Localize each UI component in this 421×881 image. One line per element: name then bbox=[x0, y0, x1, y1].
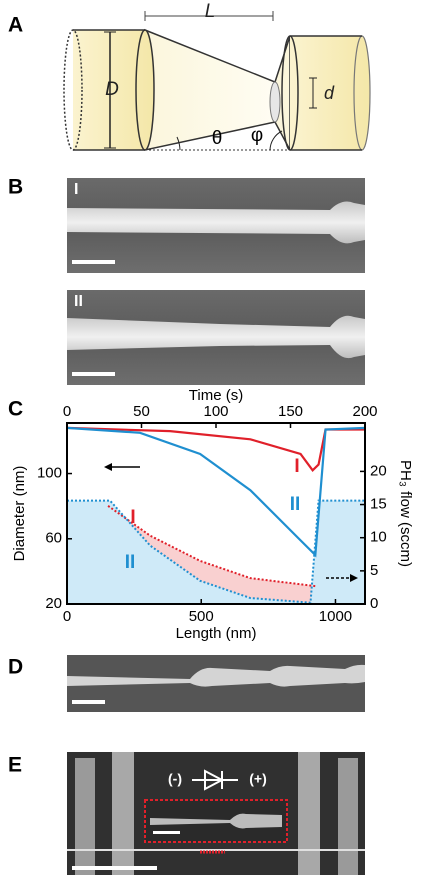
series-line bbox=[67, 499, 366, 604]
electrode bbox=[75, 758, 95, 875]
panel-label: B bbox=[8, 176, 23, 199]
y2-tick-label: 0 bbox=[370, 595, 378, 612]
scale-bar bbox=[153, 831, 180, 834]
x2-tick-label: 50 bbox=[133, 403, 150, 420]
theta-label: θ bbox=[212, 128, 223, 149]
scale-bar bbox=[72, 372, 115, 376]
image-label: II bbox=[74, 293, 83, 310]
y2-tick-label: 20 bbox=[370, 462, 387, 479]
diameter-label: D bbox=[105, 79, 119, 100]
arrowhead bbox=[350, 574, 358, 582]
x2-tick-label: 100 bbox=[203, 403, 228, 420]
scale-bar bbox=[72, 260, 115, 264]
x2-tick-label: 150 bbox=[278, 403, 303, 420]
electrode bbox=[338, 758, 358, 875]
y2-tick-label: 5 bbox=[370, 562, 378, 579]
length-label: L bbox=[205, 1, 216, 22]
cylinder-right bbox=[290, 36, 370, 150]
nanowire bbox=[67, 664, 365, 687]
scale-bar bbox=[72, 700, 105, 704]
series-annotation: II bbox=[290, 494, 301, 515]
x-tick-label: 500 bbox=[189, 608, 214, 625]
series-annotation: II bbox=[125, 552, 136, 573]
x-tick-label: 1000 bbox=[319, 608, 352, 625]
angle-arc bbox=[269, 130, 283, 151]
series-line bbox=[66, 426, 366, 558]
diode-minus: (-) bbox=[168, 771, 182, 787]
inset-wire bbox=[150, 813, 282, 829]
y-axis-label: Diameter (nm) bbox=[11, 466, 28, 562]
diode-plus: (+) bbox=[249, 771, 267, 787]
x2-tick-label: 0 bbox=[63, 403, 71, 420]
diode-symbol bbox=[192, 769, 238, 791]
nanowire bbox=[67, 315, 365, 359]
panel-label: E bbox=[8, 754, 22, 777]
electrode bbox=[112, 752, 134, 875]
x-tick-label: 0 bbox=[63, 608, 71, 625]
area-fill bbox=[67, 500, 366, 604]
arrowhead bbox=[104, 463, 112, 471]
junction bbox=[269, 81, 281, 123]
image-label: I bbox=[74, 181, 78, 198]
y2-axis-label: PH₃ flow (sccm) bbox=[397, 460, 414, 567]
x2-axis-label: Time (s) bbox=[189, 387, 243, 404]
phi-label: φ bbox=[251, 125, 263, 146]
series-annotation: I bbox=[130, 507, 135, 528]
scale-bar bbox=[72, 866, 157, 870]
angle-arc bbox=[176, 136, 181, 151]
y-tick-label: 100 bbox=[37, 465, 62, 482]
cylinder-left bbox=[73, 30, 154, 150]
y2-tick-label: 10 bbox=[370, 529, 387, 546]
small-diameter-label: d bbox=[324, 83, 335, 103]
series-annotation: I bbox=[294, 456, 299, 477]
y-tick-label: 20 bbox=[45, 595, 62, 612]
panel-label: C bbox=[8, 398, 23, 421]
x2-tick-label: 200 bbox=[352, 403, 377, 420]
x-axis-label: Length (nm) bbox=[176, 625, 257, 642]
electrode bbox=[298, 752, 320, 875]
panel-label: D bbox=[8, 656, 23, 679]
y2-tick-label: 15 bbox=[370, 496, 387, 513]
y-tick-label: 60 bbox=[45, 530, 62, 547]
panel-label: A bbox=[8, 14, 23, 37]
nanowire bbox=[67, 201, 365, 244]
